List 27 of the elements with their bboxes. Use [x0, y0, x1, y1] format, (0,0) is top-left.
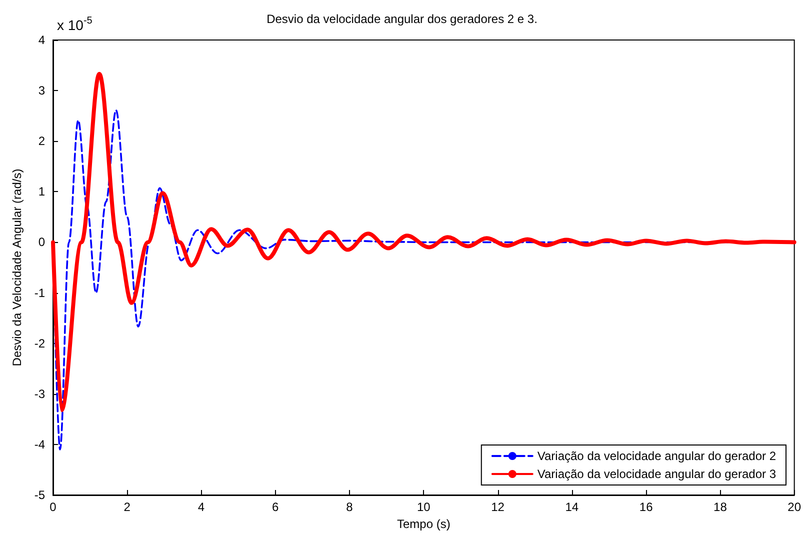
- x-tick-label: 0: [50, 500, 57, 514]
- y-tick-label: 1: [38, 184, 46, 199]
- x-tick-label: 8: [346, 500, 354, 514]
- x-tick-label: 20: [788, 500, 802, 514]
- x-tick-label: 16: [639, 500, 654, 514]
- x-axis-title: Tempo (s): [396, 516, 450, 531]
- y-tick-label: 3: [38, 84, 46, 98]
- y-tick-label: -3: [34, 386, 46, 401]
- y-tick-label: -1: [34, 286, 46, 300]
- y-axis-title: Desvio da Velocidade Angular (rad/s): [10, 168, 24, 366]
- x-tick-label: 12: [491, 500, 505, 514]
- x-tick-label: 2: [124, 500, 131, 514]
- y-tick-label: 4: [38, 33, 46, 47]
- legend-label: Variação da velocidade angular do gerador 3: [537, 467, 776, 481]
- x-tick-label: 4: [198, 500, 205, 514]
- x-tick-label: 10: [416, 500, 431, 514]
- x-tick-label: 6: [272, 500, 280, 514]
- y-tick-label: -4: [34, 437, 46, 452]
- y-tick-label: -5: [34, 488, 46, 502]
- y-tick-label: 2: [38, 134, 46, 148]
- chart-title: Desvio da velocidade angular dos geradores 2 e 3.: [266, 12, 538, 26]
- line-series: [51, 72, 796, 412]
- y-tick-label: 0: [38, 235, 46, 250]
- x-tick-label: 14: [565, 500, 579, 514]
- y-tick-label: -2: [34, 336, 46, 350]
- x-tick-label: 18: [714, 500, 728, 514]
- legend-label: Variação da velocidade angular do gerador 2: [537, 449, 776, 463]
